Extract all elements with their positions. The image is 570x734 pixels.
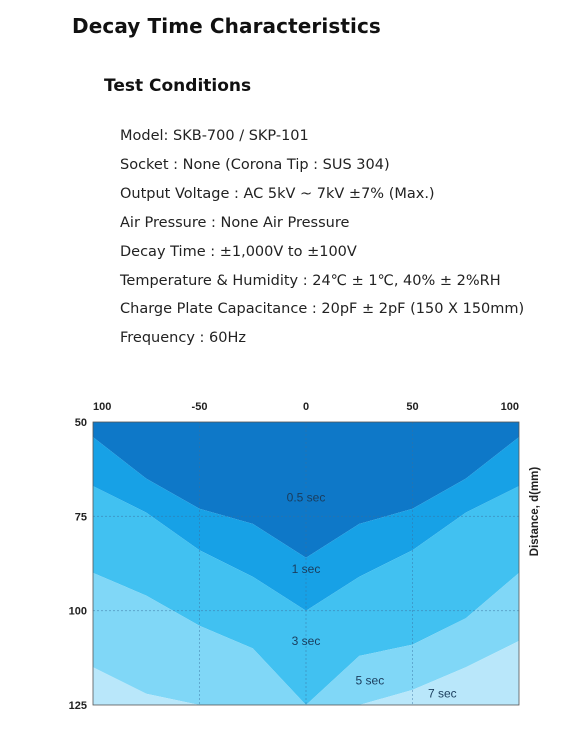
band-label: 1 sec <box>292 562 321 576</box>
band-label: 7 sec <box>428 687 457 701</box>
section-title: Test Conditions <box>104 76 252 96</box>
band-label: 3 sec <box>292 634 321 648</box>
x-tick-label: -50 <box>192 401 208 413</box>
condition-charge-plate: Charge Plate Capacitance : 20pF ± 2pF (1… <box>120 301 525 318</box>
condition-decay-time: Decay Time : ±1,000V to ±100V <box>120 243 357 260</box>
page-title: Decay Time Characteristics <box>72 14 381 38</box>
band-label: 0.5 sec <box>287 490 326 504</box>
x-tick-label: 100 <box>93 401 111 413</box>
y-tick-label: 75 <box>75 511 87 523</box>
condition-model: Model: SKB-700 / SKP-101 <box>120 128 309 144</box>
y-axis-title: Distance, d(mm) <box>529 467 541 557</box>
plot-frame <box>92 421 520 706</box>
condition-air-pressure: Air Pressure : None Air Pressure <box>120 214 350 231</box>
condition-output-voltage: Output Voltage : AC 5kV ~ 7kV ±7% (Max.) <box>120 185 435 202</box>
y-tick-label: 125 <box>69 700 87 712</box>
condition-temperature-humidity: Temperature & Humidity : 24℃ ± 1℃, 40% ±… <box>120 272 501 289</box>
band-label: 5 sec <box>356 673 385 687</box>
condition-socket: Socket : None (Corona Tip : SUS 304) <box>120 156 390 173</box>
x-tick-label: 50 <box>406 401 418 413</box>
x-tick-label: 100 <box>501 401 519 413</box>
test-conditions-list: Model: SKB-700 / SKP-101 Socket : None (… <box>120 122 524 353</box>
y-tick-label: 100 <box>69 606 87 618</box>
condition-frequency: Frequency : 60Hz <box>120 330 246 347</box>
y-tick-label: 50 <box>75 417 87 429</box>
band-4 <box>93 640 519 705</box>
x-tick-label: 0 <box>303 401 309 413</box>
band-2 <box>93 486 519 705</box>
decay-time-chart: 100 -50 0 50 100 50 75 100 125 0.5 sec 1 sec 3 sec 5… <box>69 401 541 712</box>
